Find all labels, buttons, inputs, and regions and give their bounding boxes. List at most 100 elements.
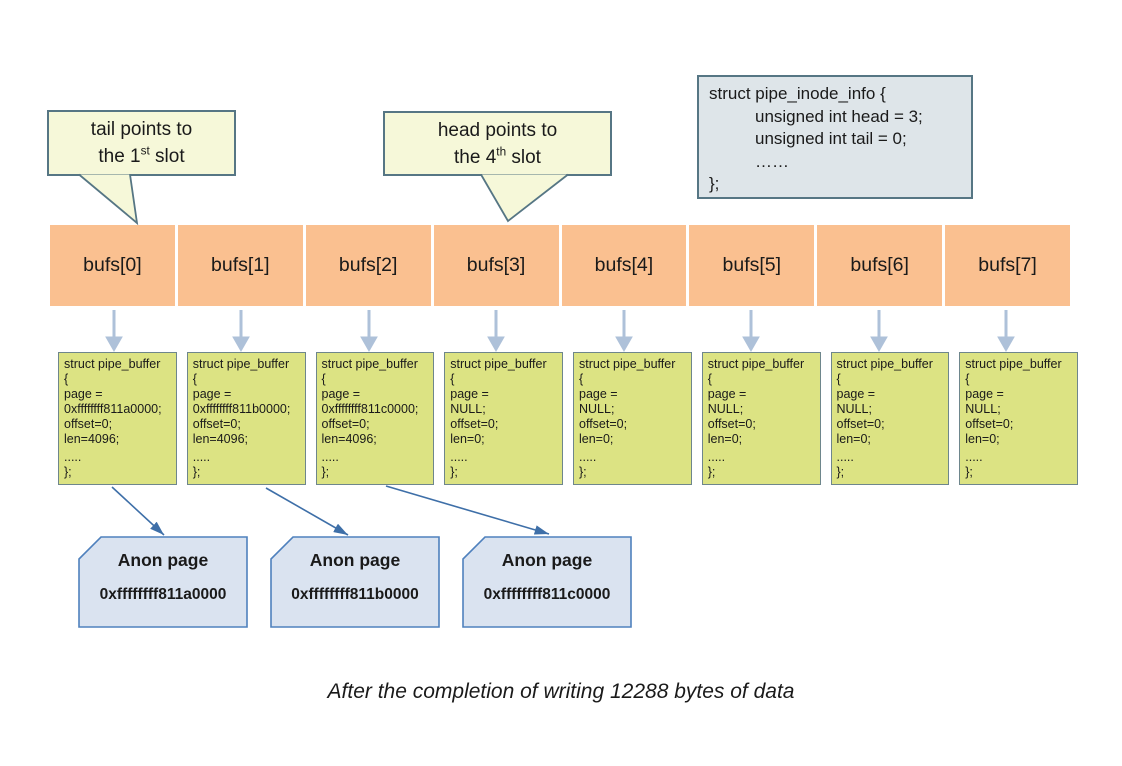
code-line: .....: [965, 450, 983, 464]
code-line: len=0;: [965, 432, 1000, 446]
code-line: };: [192, 465, 201, 479]
code-line: offset=0;: [836, 417, 885, 431]
code-line: len=0;: [707, 432, 743, 446]
code-line: .....: [321, 450, 339, 464]
arrow-down-head-icon: [870, 336, 888, 353]
anon-page-address: 0xffffffff811c0000: [483, 586, 611, 603]
code-line: struct pipe_buffer: [579, 357, 676, 371]
code-line: ……: [755, 151, 789, 171]
code-line: offset=0;: [707, 417, 756, 431]
code-line: struct pipe_buffer: [321, 357, 418, 371]
callout-line1: head points to: [437, 119, 558, 141]
anon-page-box-0: Anon page 0xffffffff811a0000: [78, 536, 248, 628]
code-line: len=0;: [836, 432, 871, 446]
arrow-down-head-icon: [615, 336, 633, 353]
bufs-slot-1: bufs[1]: [177, 225, 303, 306]
bufs-slot-7: bufs[7]: [945, 225, 1070, 306]
pipe-buffer-box-5: struct pipe_buffer { page = NULL; offset…: [701, 352, 821, 485]
anon-page-box-2: Anon page 0xffffffff811c0000: [462, 536, 632, 628]
code-line: {: [450, 372, 455, 386]
code-line: NULL;: [836, 402, 872, 416]
code-line: struct pipe_buffer: [965, 357, 1062, 371]
pipe-buffer-box-4: struct pipe_buffer { page = NULL; offset…: [573, 352, 692, 485]
pipe-inode-info-box: struct pipe_inode_info { unsigned int he…: [697, 75, 973, 199]
pipe-buffer-box-2: struct pipe_buffer { page = 0xffffffff81…: [315, 352, 435, 485]
code-line: };: [321, 465, 330, 479]
code-line: .....: [836, 450, 854, 464]
callout-tail-pointer-icon: [78, 173, 139, 226]
anon-page-address: 0xffffffff811a0000: [99, 586, 227, 603]
pointer-arrow-icon: [385, 485, 550, 535]
code-line: offset=0;: [321, 417, 370, 431]
bufs-slot-2: bufs[2]: [305, 225, 431, 306]
code-line: };: [709, 174, 720, 193]
callout-line2: the 1st slot: [98, 144, 185, 167]
code-line: 0xffffffff811c0000;: [321, 402, 419, 416]
bufs-slot-row: bufs[0] bufs[1] bufs[2] bufs[3] bufs[4] …: [50, 225, 1070, 306]
code-line: {: [64, 372, 69, 386]
code-line: len=0;: [450, 432, 485, 446]
code-line: page =: [579, 387, 618, 401]
code-line: offset=0;: [450, 417, 499, 431]
code-line: 0xffffffff811a0000;: [64, 402, 162, 416]
code-line: };: [965, 465, 973, 479]
bufs-slot-4: bufs[4]: [561, 225, 687, 306]
code-line: unsigned int head = 3;: [755, 106, 923, 126]
arrow-down-head-icon: [360, 336, 378, 353]
arrow-down-head-icon: [997, 336, 1015, 353]
pipe-buffer-box-0: struct pipe_buffer { page = 0xffffffff81…: [58, 352, 177, 485]
code-line: {: [579, 372, 584, 386]
callout-line2: the 4th slot: [454, 145, 541, 168]
diagram-caption: After the completion of writing 12288 by…: [327, 680, 795, 703]
code-line: };: [64, 465, 72, 479]
code-line: };: [579, 465, 587, 479]
code-line: .....: [707, 450, 726, 464]
code-line: unsigned int tail = 0;: [755, 129, 907, 148]
ordinal-superscript: st: [140, 144, 150, 158]
code-line: page =: [836, 387, 876, 401]
code-line: page =: [64, 387, 103, 401]
code-line: NULL;: [707, 402, 744, 416]
anon-page-title: Anon page: [309, 550, 401, 570]
callout-head-pointer-icon: [480, 173, 569, 223]
code-line: struct pipe_buffer: [64, 357, 161, 371]
code-line: offset=0;: [64, 417, 113, 431]
code-line: struct pipe_buffer: [450, 357, 547, 371]
code-line: 0xffffffff811b0000;: [192, 402, 291, 416]
buffer-to-page-arrows: [111, 485, 550, 536]
code-line: struct pipe_inode_info {: [709, 84, 886, 103]
code-line: offset=0;: [192, 417, 241, 431]
code-line: page =: [450, 387, 489, 401]
code-line: page =: [707, 387, 747, 401]
anon-page-title: Anon page: [501, 550, 593, 570]
code-line: };: [836, 465, 845, 479]
code-line: {: [965, 372, 970, 386]
code-line: .....: [579, 450, 597, 464]
code-line: struct pipe_buffer: [192, 357, 290, 371]
code-line: {: [321, 372, 326, 386]
callout-line1: tail points to: [90, 119, 193, 140]
callout-head-points: head points to the 4th slot: [383, 111, 612, 176]
code-line: };: [450, 465, 458, 479]
bufs-slot-3: bufs[3]: [433, 225, 559, 306]
anon-page-box-1: Anon page 0xffffffff811b0000: [270, 536, 440, 628]
code-line: len=4096;: [64, 432, 120, 446]
bufs-slot-0: bufs[0]: [50, 225, 175, 306]
code-line: len=4096;: [321, 432, 377, 446]
anon-page-title: Anon page: [117, 550, 209, 570]
code-line: {: [707, 372, 712, 386]
code-line: page =: [192, 387, 232, 401]
ordinal-superscript: th: [496, 145, 507, 159]
code-line: len=4096;: [192, 432, 249, 446]
code-line: .....: [192, 450, 211, 464]
code-line: struct pipe_buffer: [836, 357, 933, 371]
code-line: page =: [965, 387, 1004, 401]
arrow-down-head-icon: [742, 336, 760, 353]
code-line: {: [836, 372, 841, 386]
code-line: {: [192, 372, 197, 386]
code-line: offset=0;: [965, 417, 1014, 431]
code-line: NULL;: [450, 402, 486, 416]
arrow-down-head-icon: [487, 336, 505, 353]
code-line: page =: [321, 387, 361, 401]
anon-page-address: 0xffffffff811b0000: [291, 586, 419, 603]
